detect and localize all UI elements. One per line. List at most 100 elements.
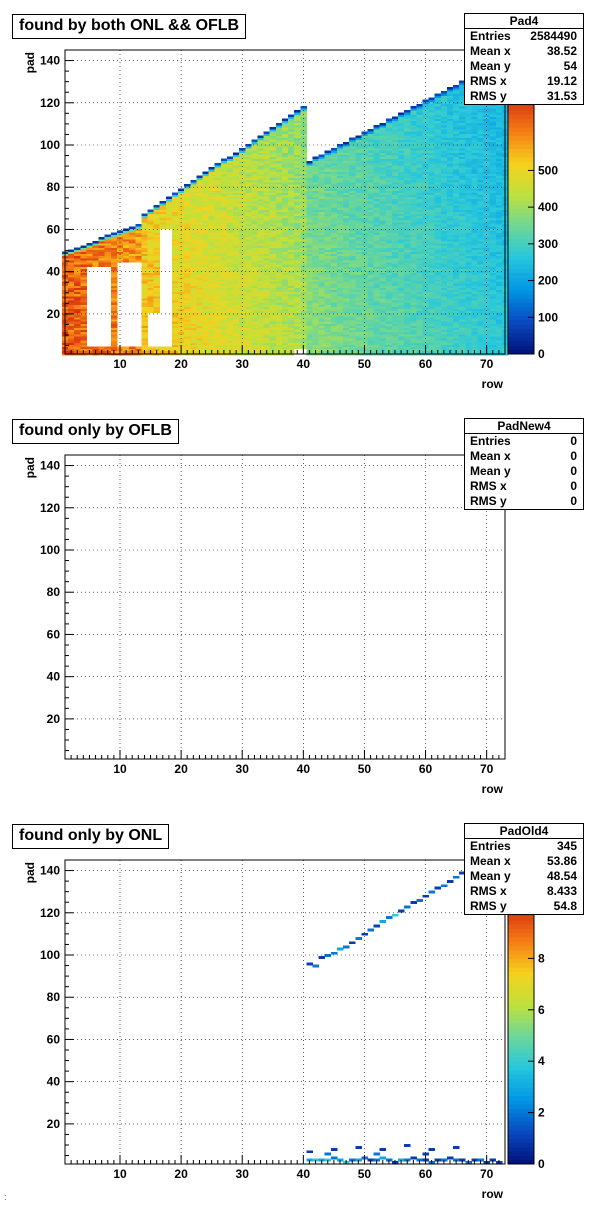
heat-cell	[220, 306, 228, 310]
heat-cell	[220, 165, 228, 168]
heat-cell	[288, 198, 295, 202]
heat-cell	[391, 260, 399, 263]
heat-cell	[263, 215, 271, 219]
heat-cell	[306, 279, 313, 282]
heat-cell	[336, 156, 344, 160]
heat-cell	[385, 169, 393, 172]
heat-cell	[318, 281, 326, 284]
heat-cell	[330, 181, 338, 185]
heat-cell	[398, 219, 405, 223]
heat-cell	[410, 226, 417, 229]
heat-cell	[391, 281, 399, 284]
heat-cell	[422, 141, 430, 145]
heat-cell	[257, 226, 265, 229]
heat-cell	[288, 207, 295, 210]
heat-cell	[306, 266, 313, 269]
heat-cell	[74, 348, 81, 352]
heat-cell	[391, 323, 399, 326]
heat-cell	[379, 308, 387, 312]
heat-cell	[233, 323, 240, 326]
heat-cell	[355, 340, 362, 343]
heat-cell	[214, 238, 222, 242]
heat-cell	[361, 230, 368, 234]
heat-cell	[349, 156, 356, 160]
heat-cell	[330, 175, 338, 179]
heat-cell	[178, 310, 185, 314]
heat-cell	[324, 331, 332, 335]
heat-cell	[294, 300, 301, 303]
heat-cell	[135, 236, 142, 240]
heat-cell	[239, 226, 246, 229]
heat-cell	[355, 257, 362, 261]
heat-cell	[257, 287, 265, 291]
heat-cell	[202, 283, 210, 286]
heat-cell	[245, 165, 252, 168]
heat-cell	[318, 340, 326, 343]
heat-cell	[294, 165, 301, 168]
heat-cell	[349, 302, 356, 305]
heat-cell	[245, 342, 252, 345]
heat-cell	[312, 300, 320, 303]
heat-cell	[385, 264, 393, 267]
heat-cell	[98, 264, 106, 267]
heat-cell	[141, 314, 148, 318]
heat-cell	[379, 184, 387, 187]
heat-cell	[330, 270, 338, 274]
heat-cell	[226, 188, 234, 191]
heat-cell	[226, 319, 234, 322]
heat-cell	[245, 304, 252, 307]
heat-cell	[361, 272, 368, 276]
heat-cell	[367, 279, 375, 282]
heat-cell	[391, 304, 399, 307]
heat-cell	[306, 245, 313, 248]
heat-cell	[336, 215, 344, 219]
heat-cell	[391, 158, 399, 162]
heat-cell	[404, 179, 411, 183]
heat-cell	[239, 203, 246, 206]
heat-cell	[147, 287, 155, 291]
heat-cell	[373, 162, 381, 166]
heat-cell	[294, 262, 301, 265]
heat-cell	[251, 295, 258, 299]
heat-cell	[385, 310, 393, 314]
heat-cell	[226, 230, 234, 234]
heat-cell	[110, 329, 118, 333]
heat-cell	[398, 260, 405, 263]
heat-cell	[294, 268, 301, 272]
heat-cell	[245, 266, 252, 269]
heat-cell	[263, 156, 271, 160]
heat-cell	[306, 238, 313, 242]
heat-cell	[281, 279, 289, 282]
heat-cell	[74, 283, 81, 286]
heat-cell	[391, 127, 399, 130]
heat-cell	[404, 211, 411, 215]
heat-cell	[294, 253, 301, 257]
heat-cell	[251, 188, 258, 191]
heat-cell	[416, 293, 423, 297]
heat-cell	[190, 338, 197, 341]
heat-cell	[398, 291, 405, 295]
heat-cell	[404, 346, 411, 350]
heat-cell	[318, 314, 326, 318]
heat-cell	[220, 323, 228, 326]
heat-cell	[123, 249, 130, 253]
heat-cell	[233, 283, 240, 286]
heat-cell	[110, 232, 118, 236]
heat-cell	[184, 266, 191, 269]
heat-cell	[226, 243, 234, 246]
heat-cell	[306, 255, 313, 259]
heat-cell	[373, 272, 381, 276]
heat-cell	[288, 253, 295, 257]
heat-cell	[226, 325, 234, 329]
heat-cell	[214, 188, 222, 191]
heat-cell	[379, 215, 387, 219]
heat-cell	[300, 152, 307, 155]
heat-cell	[336, 308, 344, 312]
heat-cell	[324, 333, 332, 337]
heat-cell	[68, 268, 75, 272]
heat-cell	[343, 152, 350, 155]
heat-cell	[245, 213, 252, 217]
heat-cell	[324, 308, 332, 312]
heat-cell	[379, 141, 387, 145]
heat-cell	[294, 249, 301, 253]
